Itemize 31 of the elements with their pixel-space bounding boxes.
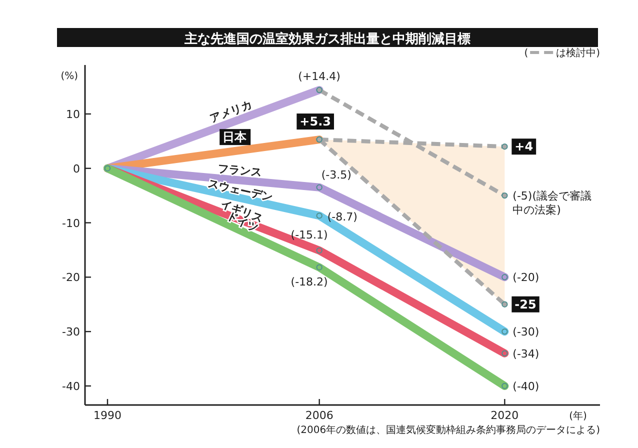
- y-tick-label: 0: [73, 162, 80, 176]
- y-tick-label: 10: [66, 108, 80, 121]
- data-label: (-15.1): [290, 228, 328, 242]
- data-label: (-5)(議会で審議中の法案): [512, 190, 592, 217]
- text: (2006年の数値は、国連気候変動枠組み条約事務局のデータによる): [296, 424, 600, 436]
- x-tick-label: 2006: [305, 409, 334, 422]
- y-axis-title: (%): [60, 71, 78, 82]
- legend-label: は検討中): [556, 47, 600, 59]
- data-label: (-3.5): [321, 168, 352, 182]
- data-label: (+14.4): [298, 70, 340, 84]
- chart-title: 主な先進国の温室効果ガス排出量と中期削減目標: [184, 31, 470, 47]
- data-label: (-8.7): [327, 210, 358, 224]
- y-tick-label: -40: [62, 380, 80, 393]
- y-tick-label: -20: [62, 271, 80, 284]
- legend-title: (: [524, 48, 528, 59]
- text: フランス: [217, 162, 262, 180]
- series-label: 日本: [222, 130, 248, 144]
- x-tick-label: 2020: [490, 409, 519, 422]
- y-tick-label: -10: [62, 216, 80, 230]
- data-label: (-40): [512, 380, 540, 393]
- text: アメリカ: [208, 98, 254, 126]
- data-label: +5.3: [300, 114, 331, 129]
- data-label: (-34): [512, 347, 540, 360]
- x-axis-title: (年): [569, 410, 587, 422]
- data-label: (-18.2): [290, 275, 328, 288]
- data-label: -25: [514, 297, 536, 312]
- data-label: +4: [514, 140, 534, 154]
- x-tick-label: 1990: [94, 409, 122, 422]
- data-label: (-20): [512, 271, 540, 284]
- data-label: (-30): [512, 326, 540, 339]
- y-tick-label: -30: [62, 326, 80, 339]
